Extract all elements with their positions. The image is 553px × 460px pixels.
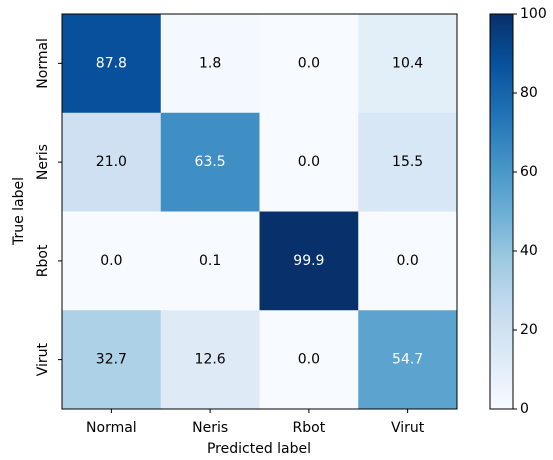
cell-label: 0.0 bbox=[298, 352, 320, 368]
cell-label: 1.8 bbox=[199, 55, 221, 71]
colorbar-tick-label: 0 bbox=[520, 401, 529, 417]
cell bbox=[358, 112, 458, 212]
cell-label: 54.7 bbox=[392, 352, 423, 368]
cell bbox=[62, 112, 162, 212]
cell bbox=[259, 310, 359, 410]
y-tick-label: Neris bbox=[35, 144, 51, 180]
x-tick-label: Virut bbox=[391, 420, 425, 436]
cell bbox=[259, 211, 359, 311]
cell-label: 0.1 bbox=[199, 253, 221, 269]
cell-label: 32.7 bbox=[96, 352, 127, 368]
x-tick-label: Rbot bbox=[293, 420, 326, 436]
x-tick-label: Normal bbox=[86, 420, 137, 436]
y-tick-label: Virut bbox=[35, 342, 51, 376]
cell-label: 0.0 bbox=[100, 253, 122, 269]
cell bbox=[160, 14, 260, 114]
colorbar-tick-label: 20 bbox=[520, 322, 538, 338]
colorbar-tick-label: 80 bbox=[520, 85, 538, 101]
cell bbox=[62, 211, 162, 311]
x-axis-label: Predicted label bbox=[207, 441, 311, 457]
cell bbox=[62, 14, 162, 114]
cell bbox=[259, 112, 359, 212]
cell bbox=[160, 310, 260, 410]
cell-label: 12.6 bbox=[195, 352, 226, 368]
cell bbox=[160, 112, 260, 212]
cell bbox=[358, 211, 458, 311]
cell-label: 63.5 bbox=[195, 154, 226, 170]
cell bbox=[160, 211, 260, 311]
cell-label: 0.0 bbox=[298, 55, 320, 71]
cell-label: 87.8 bbox=[96, 55, 127, 71]
cell bbox=[259, 14, 359, 114]
cell-label: 10.4 bbox=[392, 55, 423, 71]
cell bbox=[62, 310, 162, 410]
cell bbox=[358, 310, 458, 410]
cell-label: 21.0 bbox=[96, 154, 127, 170]
colorbar-tick-label: 40 bbox=[520, 243, 538, 259]
colorbar-tick-label: 100 bbox=[520, 6, 547, 22]
cell-label: 0.0 bbox=[396, 253, 418, 269]
y-tick-label: Normal bbox=[35, 38, 51, 89]
colorbar-tick-label: 60 bbox=[520, 164, 538, 180]
y-axis-label: True label bbox=[11, 177, 27, 246]
y-tick-label: Rbot bbox=[35, 244, 51, 277]
cell-label: 99.9 bbox=[293, 253, 324, 269]
colorbar bbox=[489, 13, 514, 410]
cell bbox=[358, 14, 458, 114]
cell-label: 0.0 bbox=[298, 154, 320, 170]
frame bbox=[61, 13, 458, 410]
cell-label: 15.5 bbox=[392, 154, 423, 170]
x-tick-label: Neris bbox=[192, 420, 228, 436]
